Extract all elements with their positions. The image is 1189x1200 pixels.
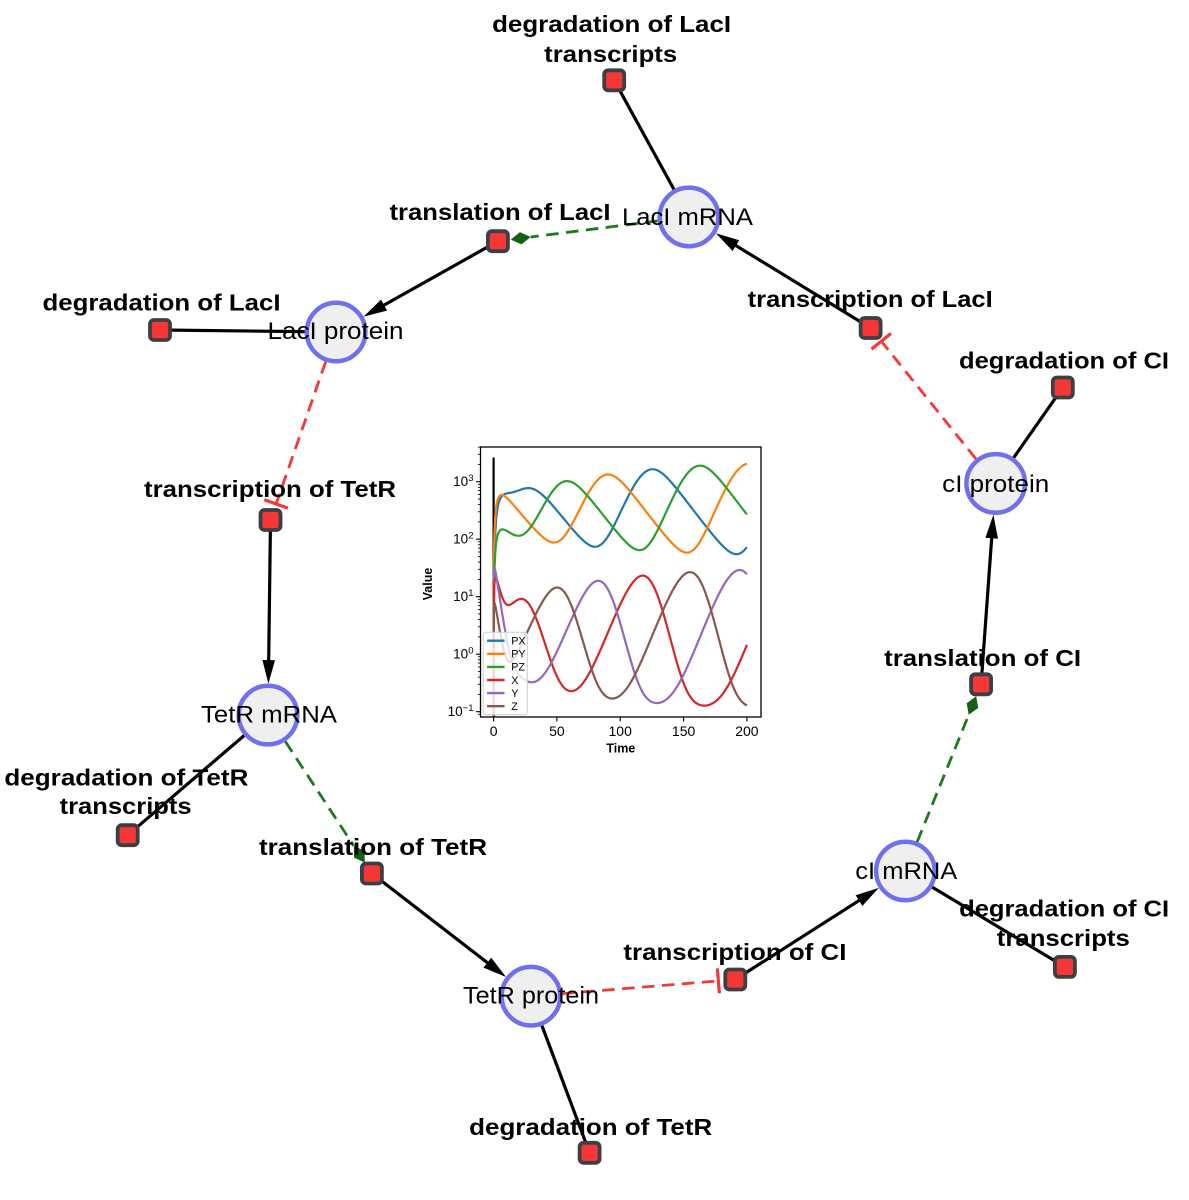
svg-text:transcription of LacI: transcription of LacI <box>748 286 993 312</box>
svg-text:Time: Time <box>606 742 635 756</box>
svg-text:degradation of TetR: degradation of TetR <box>469 1114 712 1140</box>
svg-text:degradation of LacI: degradation of LacI <box>43 289 281 315</box>
svg-text:Z: Z <box>511 701 518 713</box>
svg-text:translation of CI: translation of CI <box>884 645 1081 671</box>
svg-text:degradation of TetR: degradation of TetR <box>4 765 248 791</box>
svg-text:transcription of CI: transcription of CI <box>623 939 846 965</box>
svg-text:translation of TetR: translation of TetR <box>259 834 487 860</box>
svg-text:PZ: PZ <box>511 662 525 674</box>
svg-text:Y: Y <box>511 688 518 700</box>
svg-text:degradation of CI: degradation of CI <box>959 347 1169 373</box>
svg-text:LacI mRNA: LacI mRNA <box>622 204 753 231</box>
svg-text:200: 200 <box>735 723 759 739</box>
svg-text:X: X <box>511 675 518 687</box>
svg-text:TetR mRNA: TetR mRNA <box>201 702 337 729</box>
svg-text:0: 0 <box>490 723 498 739</box>
svg-text:transcripts: transcripts <box>544 41 677 67</box>
svg-text:degradation of LacI: degradation of LacI <box>492 11 731 37</box>
svg-text:transcripts: transcripts <box>997 925 1130 951</box>
svg-text:150: 150 <box>672 723 696 739</box>
svg-text:PY: PY <box>511 649 525 661</box>
svg-text:50: 50 <box>549 723 565 739</box>
svg-text:transcription of TetR: transcription of TetR <box>144 476 396 502</box>
svg-text:translation of LacI: translation of LacI <box>390 199 611 225</box>
svg-text:Value: Value <box>421 568 435 601</box>
svg-text:100: 100 <box>609 723 633 739</box>
svg-text:cI mRNA: cI mRNA <box>855 858 957 885</box>
svg-text:cI protein: cI protein <box>942 471 1049 498</box>
svg-text:transcripts: transcripts <box>60 793 192 819</box>
svg-text:LacI protein: LacI protein <box>268 318 404 345</box>
svg-text:degradation of CI: degradation of CI <box>959 895 1169 921</box>
svg-text:TetR protein: TetR protein <box>463 983 599 1010</box>
svg-text:PX: PX <box>511 636 525 648</box>
